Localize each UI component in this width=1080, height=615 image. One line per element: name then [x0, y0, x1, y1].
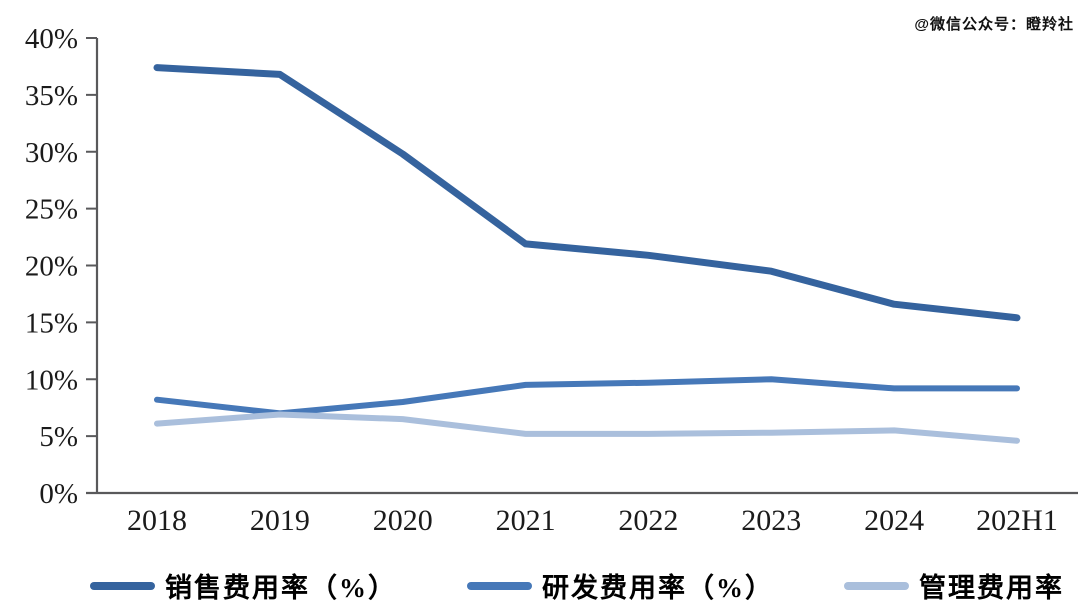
legend-item-0: 销售费用率（%） [90, 566, 397, 605]
x-tick-label: 2020 [373, 504, 433, 537]
legend-label: 研发费用率（%） [542, 573, 774, 603]
y-tick-label: 40% [25, 23, 78, 55]
x-tick-label: 2019 [250, 504, 310, 537]
legend-label: 管理费用率（%） [919, 573, 1080, 603]
y-tick-label: 30% [25, 137, 78, 169]
legend-swatch-icon [90, 581, 155, 590]
legend-item-1: 研发费用率（%） [467, 566, 774, 605]
chart-svg: 0% 5% 10% 15% 20% 25% 30% 35% 40% 2018 2019 2020 202… [25, 23, 1078, 537]
series-line-0 [153, 64, 1021, 322]
x-tick-label: 2023 [741, 504, 801, 537]
x-tick-label: 2018 [127, 504, 187, 537]
x-tick-label: 2024 [864, 504, 924, 537]
x-tick-label: 202H1 [976, 504, 1058, 537]
legend-item-2: 管理费用率（%） [844, 566, 1080, 605]
x-tick-label: 2022 [618, 504, 678, 537]
line-chart: 0% 5% 10% 15% 20% 25% 30% 35% 40% 2018 2019 2020 202… [25, 23, 1078, 537]
y-tick-label: 15% [25, 307, 78, 339]
series-line-2 [154, 411, 1020, 444]
legend-label: 销售费用率（%） [165, 573, 397, 603]
x-tick-label: 2021 [496, 504, 556, 537]
y-tick-label: 5% [39, 421, 78, 453]
y-tick-label: 0% [39, 478, 78, 510]
chart-legend: 销售费用率（%） 研发费用率（%） 管理费用率（%） [90, 566, 1080, 605]
y-tick-label: 35% [25, 80, 78, 112]
y-tick-label: 10% [25, 364, 78, 396]
legend-swatch-icon [467, 581, 532, 590]
watermark-text: @微信公众号：瞪羚社 [914, 16, 1074, 33]
legend-swatch-icon [844, 581, 909, 590]
y-tick-label: 20% [25, 251, 78, 283]
y-tick-label: 25% [25, 194, 78, 226]
series-line-1 [154, 376, 1020, 417]
